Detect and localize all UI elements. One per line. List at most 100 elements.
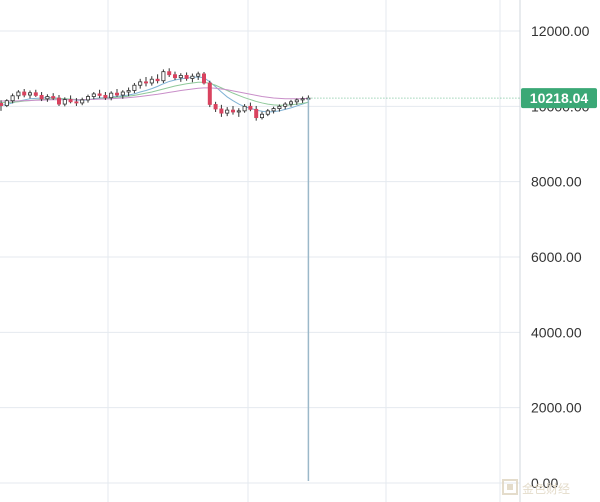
candle [213,101,218,112]
candle-body-down [201,73,206,84]
candle-body-up [27,92,32,96]
candle-body-down [219,108,224,114]
y-tick-label: 2000.00 [531,400,582,416]
chart-grid [0,0,520,502]
candle-body-up [294,99,299,103]
ledger-logo-icon [502,479,518,495]
moving-average-line [1,81,309,106]
candle-body-down [155,78,160,82]
candle-body-down [33,92,38,96]
candle-body-down [51,96,56,99]
candle-body-down [230,109,235,113]
candle-body-up [80,99,85,104]
candle [132,82,137,94]
last-price-tag-bg [521,88,597,109]
candle-body-down [207,82,212,105]
last-price-label: 10218.04 [530,90,589,106]
candle-body-down [39,95,44,100]
candle [22,89,27,98]
candle-body-up [277,105,282,109]
candle-body-up [161,71,166,82]
candle-body-up [91,93,96,97]
y-tick-label: 6000.00 [531,249,582,265]
moving-average-line [1,87,309,102]
candle [207,80,212,108]
candle [190,73,195,83]
y-tick-label: 8000.00 [531,174,582,190]
candle [300,96,305,103]
candle-body-up [300,98,305,101]
candle [33,89,38,97]
candle [155,74,160,84]
candle [16,90,21,100]
last-price-tag: 10218.04 [521,88,597,109]
candle [283,102,288,110]
candle [62,97,67,107]
candle [196,71,201,80]
candle-body-up [10,95,15,102]
candle [288,99,293,107]
candle-body-down [254,108,259,119]
candle-body-up [242,105,247,112]
candle [201,72,206,85]
candle [103,92,108,100]
candle [57,95,62,106]
candle-body-up [132,84,137,91]
candle-body-up [149,78,154,84]
candle-body-down [213,104,218,110]
candle [115,89,120,97]
candle [277,104,282,112]
candle-body-down [184,75,189,79]
candle [68,95,73,104]
candle [178,73,183,82]
candle-body-down [57,97,62,105]
candle-body-up [259,113,264,119]
y-tick-label: 4000.00 [531,324,582,340]
candle [120,90,125,99]
candle-body-up [283,103,288,107]
candle-body-down [248,105,253,110]
candle [126,87,131,97]
candle [4,99,9,108]
candle-body-up [190,75,195,79]
candle [45,94,50,102]
candle-body-up [271,108,276,112]
candle [74,98,79,106]
candle [138,78,143,89]
candle [86,94,91,103]
candle [39,92,44,102]
candle-body-down [68,99,73,103]
candle-body-up [109,92,114,99]
candle [254,105,259,121]
candle [0,100,4,111]
candle [27,90,32,99]
candle [230,105,235,115]
candle-body-up [138,81,143,86]
candle [294,98,299,105]
candle-body-down [143,81,148,84]
candle [10,93,15,104]
candle-body-up [45,96,50,100]
candle-body-down [74,101,79,104]
candle [143,76,148,87]
watermark: 金色财经 [502,479,570,496]
candle [97,89,102,99]
candle-body-down [167,71,172,76]
candle-body-up [86,96,91,101]
candle-body-up [120,91,125,96]
candlestick-series [0,68,311,121]
candle-body-up [178,75,183,79]
candle [109,91,114,101]
candle [225,107,230,117]
watermark-text: 金色财经 [522,481,570,496]
candle-body-up [62,99,67,105]
candle [265,108,270,117]
candle-body-up [236,110,241,113]
candle-body-up [225,109,230,114]
y-tick-label: 0.00 [531,475,558,491]
candle-body-down [22,91,27,96]
candle [91,92,96,100]
candle [242,104,247,113]
candle-body-up [126,90,131,93]
